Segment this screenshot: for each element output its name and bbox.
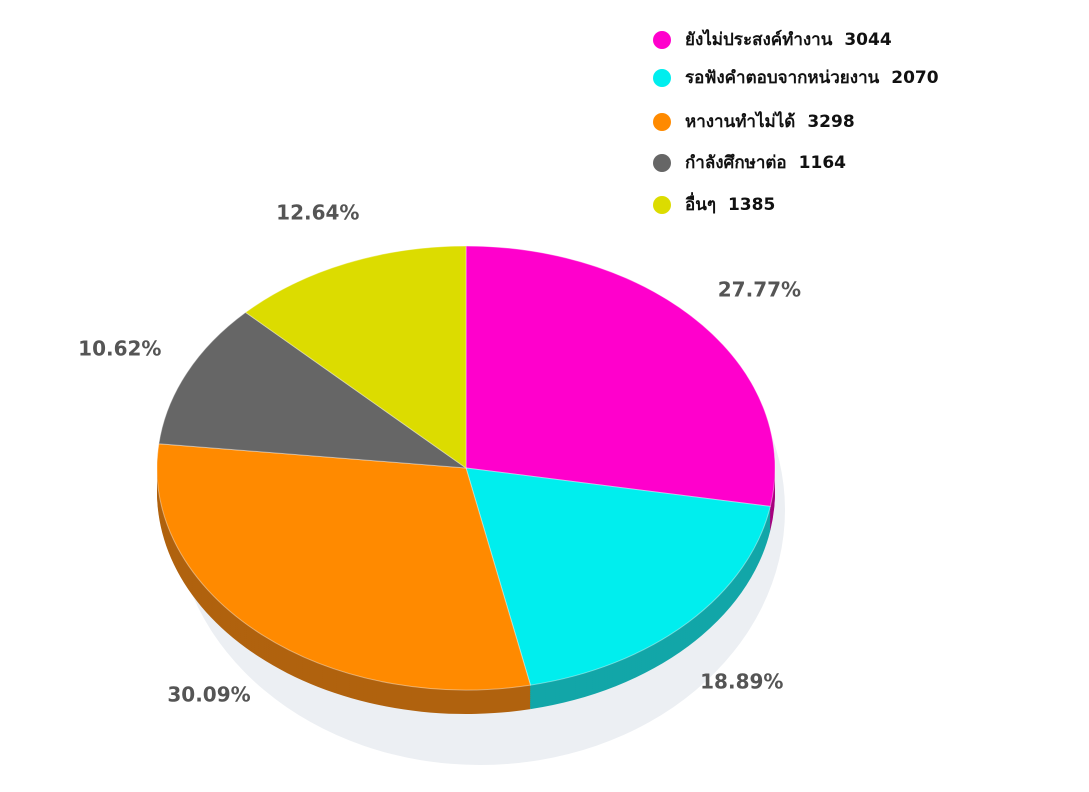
value-label: 18.89%	[700, 670, 783, 694]
legend-entry: รอฟังคำตอบจากหน่วยงาน 2070	[685, 68, 939, 88]
legend-marker	[653, 113, 671, 131]
slice	[158, 311, 468, 469]
legend-name: หางานทำไม่ได้	[685, 111, 795, 132]
value-label: 10.62%	[78, 336, 161, 360]
slice	[465, 245, 776, 507]
value-label: 27.77%	[718, 277, 801, 301]
value-label: 12.64%	[276, 201, 359, 225]
legend-name: อื่นๆ	[685, 192, 716, 215]
legend-marker	[653, 196, 671, 214]
legend-count: 2070	[891, 68, 938, 88]
slice	[244, 245, 467, 469]
legend-count: 1385	[728, 195, 775, 215]
legend-count: 3044	[844, 30, 891, 50]
legend-name: ยังไม่ประสงค์ทำงาน	[685, 29, 833, 50]
legend-name: กำลังศึกษาต่อ	[685, 153, 787, 173]
legend-entry: กำลังศึกษาต่อ 1164	[685, 153, 846, 173]
legend-marker	[653, 154, 671, 172]
legend-count: 1164	[799, 153, 846, 173]
value-label: 30.09%	[167, 683, 250, 707]
legend-count: 3298	[807, 112, 854, 132]
legend-marker	[653, 31, 671, 49]
slice	[156, 443, 532, 691]
legend-entry: ยังไม่ประสงค์ทำงาน 3044	[685, 29, 892, 50]
slice	[465, 467, 771, 686]
legend-name: รอฟังคำตอบจากหน่วยงาน	[685, 68, 880, 88]
legend-box	[645, 15, 1048, 230]
legend-entry: หางานทำไม่ได้ 3298	[685, 111, 855, 132]
legend-marker	[653, 69, 671, 87]
legend-entry: อื่นๆ 1385	[685, 192, 775, 215]
